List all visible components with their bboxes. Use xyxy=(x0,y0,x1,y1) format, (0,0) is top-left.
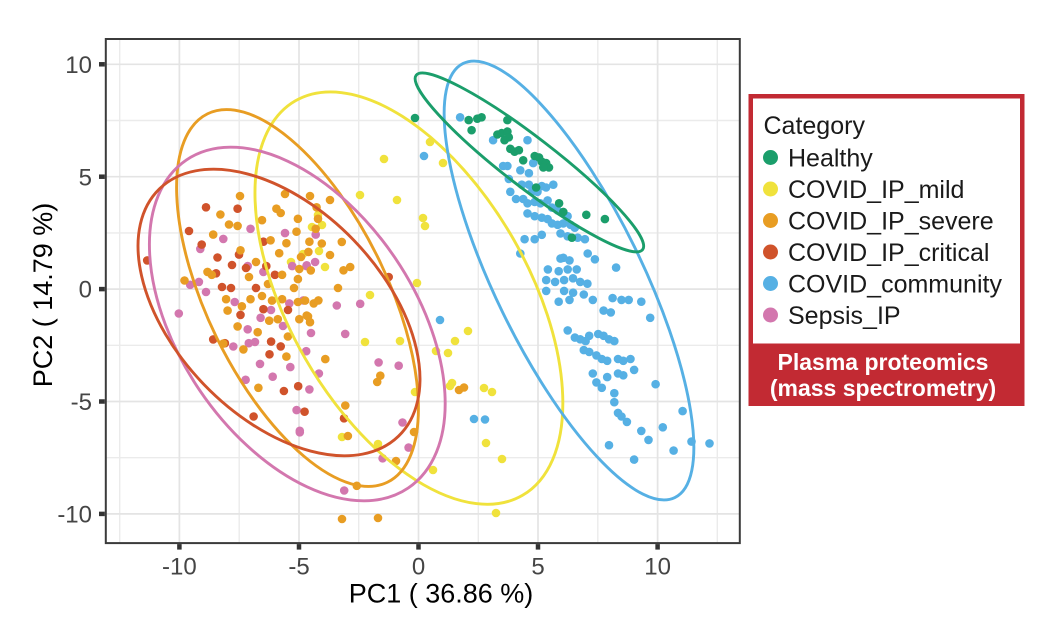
svg-text:PC1 ( 36.86 %): PC1 ( 36.86 %) xyxy=(349,579,534,609)
svg-text:COVID_IP_mild: COVID_IP_mild xyxy=(788,176,964,204)
svg-text:COVID_IP_severe: COVID_IP_severe xyxy=(788,208,994,236)
svg-text:PC2 ( 14.79 %): PC2 ( 14.79 %) xyxy=(28,203,58,388)
svg-text:0: 0 xyxy=(412,554,425,581)
svg-text:Healthy: Healthy xyxy=(788,145,873,173)
svg-text:Sepsis_IP: Sepsis_IP xyxy=(788,302,901,330)
svg-text:-5: -5 xyxy=(288,554,309,581)
svg-text:Category: Category xyxy=(764,112,866,140)
svg-text:5: 5 xyxy=(531,554,544,581)
svg-text:COVID_community: COVID_community xyxy=(788,271,1002,299)
svg-text:10: 10 xyxy=(644,554,671,581)
svg-text:COVID_IP_critical: COVID_IP_critical xyxy=(788,239,989,267)
svg-text:10: 10 xyxy=(65,52,92,79)
svg-text:0: 0 xyxy=(79,277,92,304)
svg-text:-10: -10 xyxy=(162,554,197,581)
svg-text:-5: -5 xyxy=(71,389,92,416)
svg-text:-10: -10 xyxy=(57,502,92,529)
svg-text:(mass spectrometry): (mass spectrometry) xyxy=(770,375,996,401)
svg-text:Plasma proteomics: Plasma proteomics xyxy=(778,349,989,375)
svg-text:5: 5 xyxy=(79,164,92,191)
